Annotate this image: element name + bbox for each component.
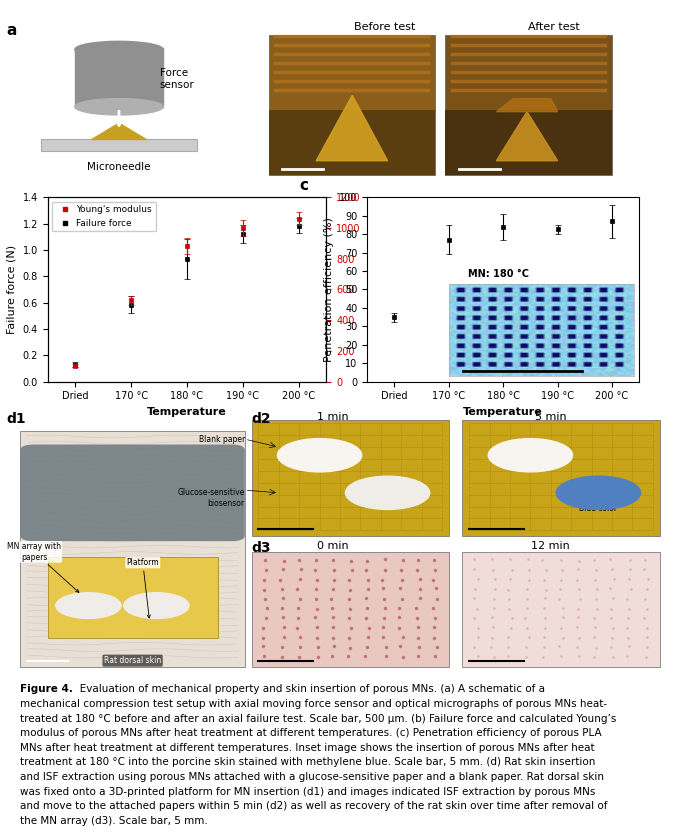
Text: MNs after heat treatment at different temperatures. Inset image shows the insert: MNs after heat treatment at different te… <box>20 743 595 753</box>
Text: modulus of porous MNs after heat treatment at different temperatures. (c) Penetr: modulus of porous MNs after heat treatme… <box>20 728 602 738</box>
Text: Microneedle: Microneedle <box>87 162 151 172</box>
Text: was fixed onto a 3D-printed platform for MN insertion (d1) and images indicated : was fixed onto a 3D-printed platform for… <box>20 787 596 797</box>
FancyBboxPatch shape <box>462 420 660 536</box>
Text: and ISF extraction using porous MNs attached with a glucose-sensitive paper and : and ISF extraction using porous MNs atta… <box>20 772 605 782</box>
Ellipse shape <box>75 99 163 115</box>
Y-axis label: Failure force (N): Failure force (N) <box>7 245 17 334</box>
Text: Platform: Platform <box>126 558 159 618</box>
FancyBboxPatch shape <box>445 110 612 175</box>
Bar <box>41 139 197 151</box>
Circle shape <box>277 439 362 472</box>
Polygon shape <box>496 112 558 161</box>
Text: Evaluation of mechanical property and skin insertion of porous MNs. (a) A schema: Evaluation of mechanical property and sk… <box>70 685 545 695</box>
Text: and move to the attached papers within 5 min (d2) as well as recovery of the rat: and move to the attached papers within 5… <box>20 801 608 811</box>
Text: the MN array (d3). Scale bar, 5 mm.: the MN array (d3). Scale bar, 5 mm. <box>20 816 208 826</box>
Text: Blank paper: Blank paper <box>199 435 245 444</box>
Text: Glucose-sensitive
biosensor: Glucose-sensitive biosensor <box>177 488 245 508</box>
Text: Force
sensor: Force sensor <box>160 68 194 90</box>
Circle shape <box>56 592 121 618</box>
Text: d1: d1 <box>7 412 27 426</box>
Polygon shape <box>496 99 558 112</box>
FancyBboxPatch shape <box>445 34 612 175</box>
Y-axis label: Penetration efficiency (%): Penetration efficiency (%) <box>324 217 334 362</box>
Legend: Young's modulus, Failure force: Young's modulus, Failure force <box>52 201 156 232</box>
X-axis label: Temperature: Temperature <box>463 407 543 417</box>
FancyBboxPatch shape <box>252 420 449 536</box>
Text: treatment at 180 °C into the porcine skin stained with methylene blue. Scale bar: treatment at 180 °C into the porcine ski… <box>20 758 596 768</box>
FancyBboxPatch shape <box>269 110 435 175</box>
Text: 12 min: 12 min <box>532 541 570 551</box>
FancyBboxPatch shape <box>252 552 449 667</box>
Polygon shape <box>92 123 146 139</box>
FancyBboxPatch shape <box>269 34 435 175</box>
Text: After test: After test <box>528 22 580 32</box>
Text: 1 min: 1 min <box>318 412 349 422</box>
Ellipse shape <box>75 41 163 58</box>
X-axis label: Temperature: Temperature <box>147 407 227 417</box>
Circle shape <box>556 477 641 509</box>
Circle shape <box>124 592 189 618</box>
FancyBboxPatch shape <box>20 445 245 541</box>
Text: Figure 4.: Figure 4. <box>20 685 73 695</box>
Polygon shape <box>316 96 388 161</box>
Bar <box>75 48 163 107</box>
Circle shape <box>345 477 430 509</box>
Text: d3: d3 <box>252 541 271 555</box>
Text: 5 min: 5 min <box>535 412 566 422</box>
Text: MN: 180 °C: MN: 180 °C <box>468 269 529 279</box>
Y-axis label: Young's modulus (MPa): Young's modulus (MPa) <box>370 233 380 346</box>
Text: Rat dorsal skin: Rat dorsal skin <box>104 656 161 665</box>
Text: 0 min: 0 min <box>318 541 349 551</box>
Text: mechanical compression test setup with axial moving force sensor and optical mic: mechanical compression test setup with a… <box>20 699 607 709</box>
Text: MN array with
papers: MN array with papers <box>7 542 79 592</box>
FancyBboxPatch shape <box>48 557 218 638</box>
FancyBboxPatch shape <box>462 552 660 667</box>
Text: d2: d2 <box>252 412 271 426</box>
Circle shape <box>488 439 573 472</box>
Text: Before test: Before test <box>354 22 415 32</box>
Text: c: c <box>299 179 308 194</box>
Text: a: a <box>7 23 17 39</box>
Text: Blue color: Blue color <box>579 503 617 513</box>
FancyBboxPatch shape <box>20 431 245 667</box>
Text: treated at 180 °C before and after an axial failure test. Scale bar, 500 μm. (b): treated at 180 °C before and after an ax… <box>20 714 617 723</box>
